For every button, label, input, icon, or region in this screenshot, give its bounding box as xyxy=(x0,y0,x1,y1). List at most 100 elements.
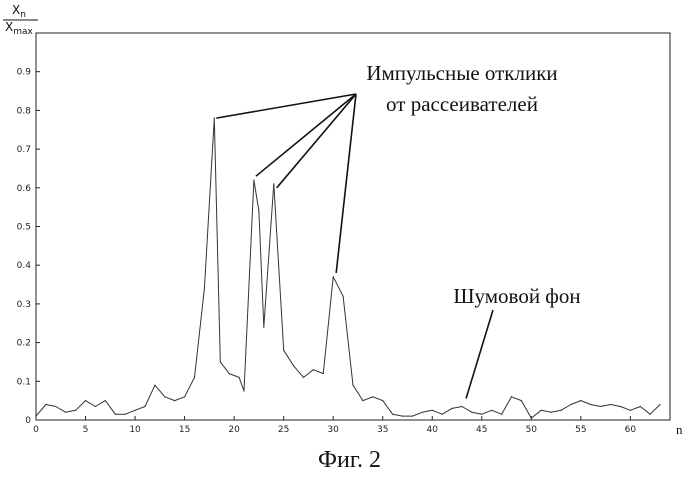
y-tick-label: 0.8 xyxy=(17,106,32,116)
data-point xyxy=(283,350,284,351)
data-point xyxy=(214,118,215,119)
x-tick-label: 35 xyxy=(377,425,388,435)
data-point xyxy=(144,406,145,407)
data-point xyxy=(253,179,254,180)
data-point xyxy=(125,414,126,415)
x-tick-label: 0 xyxy=(33,425,39,435)
x-tick-label: 25 xyxy=(278,425,289,435)
y-tick-label: 0.1 xyxy=(17,377,31,387)
x-tick-label: 20 xyxy=(228,425,240,435)
data-point xyxy=(372,396,373,397)
data-point xyxy=(258,210,259,211)
y-axis-label-denominator: Xmax xyxy=(5,20,34,37)
data-point xyxy=(164,396,165,397)
data-point xyxy=(412,416,413,417)
data-point xyxy=(461,406,462,407)
data-point xyxy=(541,410,542,411)
data-point xyxy=(313,369,314,370)
data-point xyxy=(35,416,36,417)
data-point xyxy=(511,396,512,397)
data-point xyxy=(659,404,660,405)
data-point xyxy=(521,400,522,401)
annotation-impulse-leader xyxy=(216,94,356,118)
data-point xyxy=(501,414,502,415)
x-tick-label: 15 xyxy=(179,425,190,435)
data-point xyxy=(342,296,343,297)
data-point xyxy=(481,414,482,415)
data-point xyxy=(154,385,155,386)
data-point xyxy=(610,404,611,405)
data-point xyxy=(640,406,641,407)
data-point xyxy=(451,408,452,409)
data-point xyxy=(620,406,621,407)
data-point xyxy=(65,412,66,413)
y-tick-label: 0.9 xyxy=(17,68,32,78)
data-point xyxy=(194,377,195,378)
data-point xyxy=(531,417,532,418)
y-tick-label: 0.7 xyxy=(17,145,31,155)
x-tick-label: 50 xyxy=(526,425,538,435)
data-point xyxy=(422,412,423,413)
data-point xyxy=(229,373,230,374)
data-point xyxy=(85,400,86,401)
data-point xyxy=(204,288,205,289)
y-tick-label: 0 xyxy=(25,416,31,426)
data-point xyxy=(105,400,106,401)
data-point xyxy=(560,410,561,411)
data-point xyxy=(95,406,96,407)
y-tick-label: 0.2 xyxy=(17,339,31,349)
data-point xyxy=(55,406,56,407)
data-point xyxy=(352,385,353,386)
chart-axes xyxy=(36,33,670,420)
x-axis-label: n xyxy=(676,422,683,437)
data-point xyxy=(630,410,631,411)
y-axis-label-numerator: Xn xyxy=(12,3,26,20)
data-point xyxy=(551,412,552,413)
plot-frame xyxy=(36,33,670,420)
data-point xyxy=(570,404,571,405)
data-point xyxy=(243,390,244,391)
x-tick-label: 10 xyxy=(129,425,141,435)
annotation-noise-leader xyxy=(466,310,493,399)
data-point xyxy=(491,410,492,411)
data-point xyxy=(263,327,264,328)
chart-ticks: 05101520253035404550556000.10.20.30.40.5… xyxy=(17,68,637,435)
data-point xyxy=(293,365,294,366)
data-point xyxy=(115,414,116,415)
data-point xyxy=(392,414,393,415)
data-point xyxy=(580,400,581,401)
annotation-noise-label: Шумовой фон xyxy=(453,284,580,308)
annotation-impulse-line2: от рассеивателей xyxy=(386,92,538,116)
data-point xyxy=(333,276,334,277)
y-tick-label: 0.6 xyxy=(17,184,32,194)
y-tick-label: 0.5 xyxy=(17,223,31,233)
data-point xyxy=(432,410,433,411)
data-point xyxy=(238,377,239,378)
data-point xyxy=(382,400,383,401)
data-point xyxy=(174,400,175,401)
data-point xyxy=(590,404,591,405)
data-point xyxy=(650,414,651,415)
figure-caption: Фиг. 2 xyxy=(0,447,699,474)
data-point xyxy=(184,396,185,397)
x-tick-label: 45 xyxy=(476,425,487,435)
annotation-impulse-line1: Импульсные отклики xyxy=(366,61,557,85)
x-tick-label: 40 xyxy=(427,425,439,435)
data-point xyxy=(75,410,76,411)
data-point xyxy=(402,416,403,417)
data-point xyxy=(45,404,46,405)
x-tick-label: 5 xyxy=(83,425,89,435)
data-point xyxy=(273,183,274,184)
x-tick-label: 30 xyxy=(327,425,339,435)
y-tick-label: 0.3 xyxy=(17,300,31,310)
data-point xyxy=(134,410,135,411)
annotation-impulse-leader xyxy=(256,94,356,176)
x-tick-label: 60 xyxy=(625,425,637,435)
data-point xyxy=(362,400,363,401)
annotation-impulse-leader xyxy=(336,94,356,273)
data-point xyxy=(600,406,601,407)
y-tick-label: 0.4 xyxy=(17,261,32,271)
data-point xyxy=(220,361,221,362)
y-axis-label: Xn Xmax xyxy=(3,3,38,37)
